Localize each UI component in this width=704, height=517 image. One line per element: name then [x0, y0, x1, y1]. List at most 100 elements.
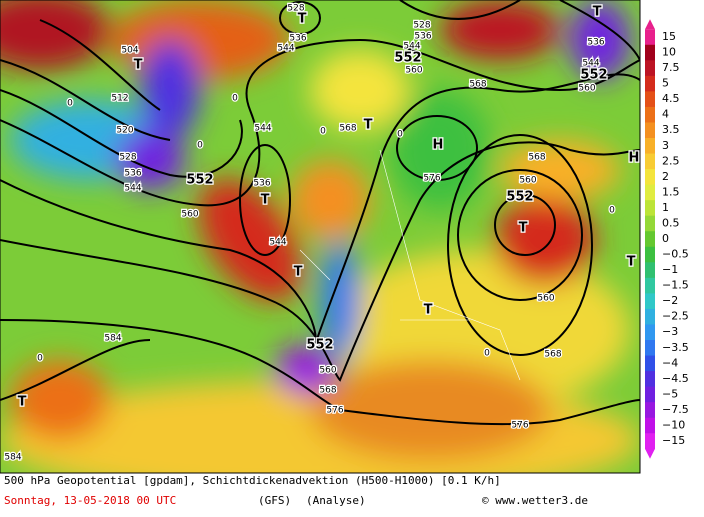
map-label: 576 — [423, 174, 440, 184]
map-label: 584 — [104, 334, 121, 344]
map-label: T — [627, 255, 636, 270]
map-label: 544 — [403, 42, 420, 52]
map-label: 568 — [319, 386, 336, 396]
map-label: T — [593, 5, 602, 20]
legend-swatch — [645, 91, 655, 108]
map-label: 0 — [484, 349, 490, 359]
footer-date: Sonntag, 13-05-2018 00 UTC — [4, 494, 176, 507]
legend-swatch — [645, 246, 655, 263]
map-label: 568 — [469, 80, 486, 90]
legend-label: −5 — [662, 387, 678, 400]
map-label: 512 — [111, 94, 128, 104]
legend-swatch — [645, 153, 655, 170]
legend-label: 5 — [662, 77, 669, 90]
map-label: 528 — [413, 21, 430, 31]
map-label: 528 — [119, 153, 136, 163]
map-label: 544 — [269, 238, 286, 248]
map-label: 0 — [67, 99, 73, 109]
map-label: T — [364, 118, 373, 133]
map — [0, 0, 640, 473]
map-label: H — [629, 151, 640, 166]
legend-swatch — [645, 433, 655, 450]
map-label: 552 — [580, 68, 607, 83]
map-label: 0 — [232, 94, 238, 104]
legend-label: −2.5 — [662, 310, 689, 323]
map-label: 504 — [121, 46, 138, 56]
legend-label: 0.5 — [662, 216, 680, 229]
legend-swatch — [645, 75, 655, 92]
map-label: T — [261, 193, 270, 208]
legend-label: 10 — [662, 46, 676, 59]
legend-label: −2 — [662, 294, 678, 307]
legend-label: −7.5 — [662, 403, 689, 416]
map-label: 0 — [320, 127, 326, 137]
legend-swatch — [645, 386, 655, 403]
map-label: 568 — [339, 124, 356, 134]
map-label: 576 — [511, 421, 528, 431]
legend-swatch — [645, 60, 655, 77]
legend-swatch — [645, 200, 655, 217]
legend-swatch — [645, 106, 655, 123]
footer-title: 500 hPa Geopotential [gpdam], Schichtdic… — [4, 474, 501, 487]
legend-label: −1 — [662, 263, 678, 276]
legend-swatch — [645, 29, 655, 46]
map-label: T — [519, 221, 528, 236]
map-label: 560 — [578, 84, 595, 94]
map-labels: 504512520528536544552560536T544544T55256… — [3, 2, 641, 464]
legend-swatch — [645, 355, 655, 372]
map-frame — [0, 0, 641, 474]
map-label: 552 — [306, 338, 333, 353]
legend-label: −3.5 — [662, 341, 689, 354]
map-label: 520 — [116, 126, 133, 136]
map-label: 560 — [537, 294, 554, 304]
map-label: T — [294, 265, 303, 280]
map-label: 552 — [506, 190, 533, 205]
legend-swatch — [645, 308, 655, 325]
map-label: 0 — [397, 130, 403, 140]
map-label: 544 — [254, 124, 271, 134]
legend-label: 7.5 — [662, 61, 680, 74]
map-label: H — [433, 138, 444, 153]
legend-label: 1 — [662, 201, 669, 214]
legend-label: 3 — [662, 139, 669, 152]
map-label: T — [298, 12, 307, 27]
legend-swatch — [645, 122, 655, 139]
legend-swatch — [645, 184, 655, 201]
legend-label: 4.5 — [662, 92, 680, 105]
legend-swatch — [645, 293, 655, 310]
legend-swatch — [645, 262, 655, 279]
legend-label: 4 — [662, 108, 669, 121]
legend-swatch — [645, 138, 655, 155]
legend-swatch — [645, 231, 655, 248]
legend-label: 1.5 — [662, 185, 680, 198]
map-label: 536 — [414, 32, 431, 42]
legend-swatch — [645, 402, 655, 419]
footer-run: (Analyse) — [306, 494, 366, 507]
footer-model: (GFS) — [258, 494, 291, 507]
legend-label: 0 — [662, 232, 669, 245]
footer-credit: © www.wetter3.de — [482, 494, 588, 507]
legend-label: −0.5 — [662, 248, 689, 261]
map-label: 536 — [124, 169, 141, 179]
map-label: 536 — [587, 38, 604, 48]
map-label: 576 — [326, 406, 343, 416]
map-label: 0 — [197, 141, 203, 151]
legend-swatch — [645, 371, 655, 388]
legend-swatch — [645, 324, 655, 341]
map-label: 560 — [181, 210, 198, 220]
map-label: 560 — [319, 366, 336, 376]
legend-swatch — [645, 215, 655, 232]
legend-arrow-top — [645, 19, 655, 30]
map-label: 552 — [394, 51, 421, 66]
legend-label: −4.5 — [662, 372, 689, 385]
map-label: 544 — [277, 44, 294, 54]
map-label: 552 — [186, 173, 213, 188]
legend-swatch — [645, 44, 655, 61]
map-label: 560 — [519, 176, 536, 186]
map-label: 568 — [544, 350, 561, 360]
legend-label: −4 — [662, 356, 678, 369]
map-label: 528 — [287, 4, 304, 14]
legend-swatch — [645, 340, 655, 357]
